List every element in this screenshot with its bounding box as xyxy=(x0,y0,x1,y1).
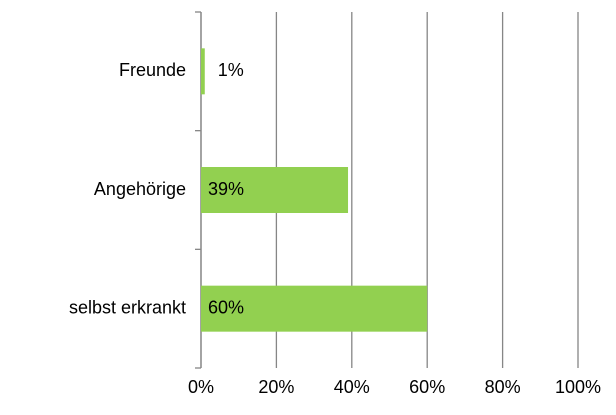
value-label: 60% xyxy=(208,297,244,317)
x-tick-label: 40% xyxy=(334,377,370,397)
x-tick-label: 60% xyxy=(409,377,445,397)
x-tick-label: 20% xyxy=(258,377,294,397)
y-tick-label: Freunde xyxy=(119,60,186,80)
y-tick-label: Angehörige xyxy=(94,179,186,199)
bar xyxy=(201,48,205,95)
x-tick-label: 0% xyxy=(188,377,214,397)
x-tick-label: 80% xyxy=(485,377,521,397)
bar xyxy=(201,167,349,213)
value-label: 39% xyxy=(208,179,244,199)
bar xyxy=(201,285,428,332)
x-tick-label: 100% xyxy=(555,377,601,397)
y-tick-label: selbst erkrankt xyxy=(69,297,186,317)
value-label: 1% xyxy=(218,60,244,80)
